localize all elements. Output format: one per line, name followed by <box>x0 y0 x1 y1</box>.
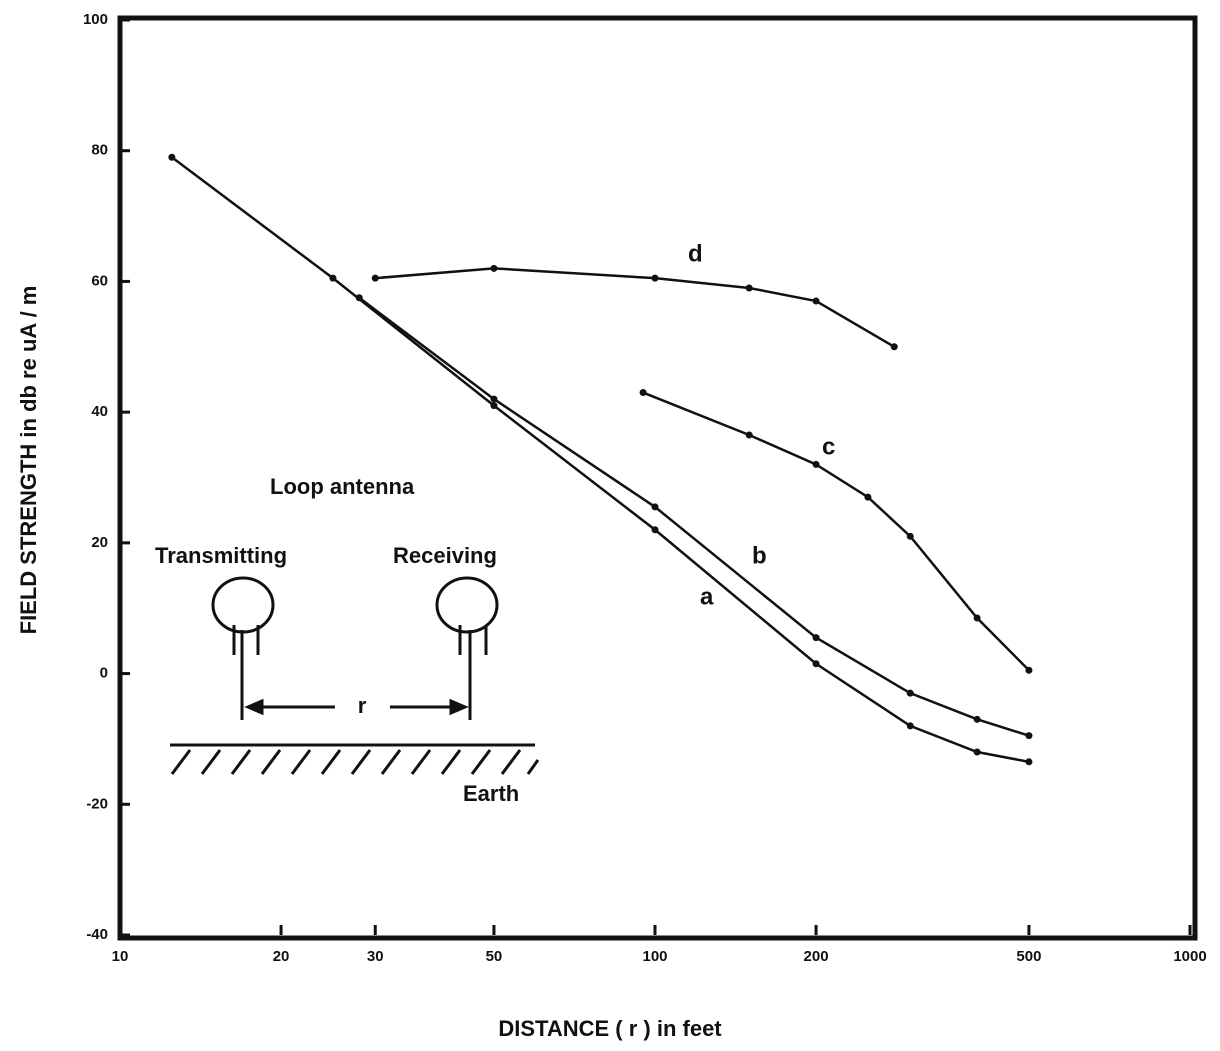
data-point <box>1025 666 1033 674</box>
series-line <box>375 267 895 348</box>
series-label: a <box>700 583 714 610</box>
x-tick-label: 10 <box>112 948 129 965</box>
y-tick-label: 60 <box>91 272 108 289</box>
data-point <box>651 503 659 511</box>
data-point <box>490 264 498 272</box>
x-tick-label: 200 <box>804 948 829 965</box>
y-tick-label: 40 <box>91 403 108 420</box>
data-point <box>490 395 498 403</box>
x-tick-label: 500 <box>1016 948 1041 965</box>
data-point <box>906 532 914 540</box>
inset-ground: Earth <box>463 781 519 806</box>
series-label: b <box>752 542 767 569</box>
series-line <box>358 296 1030 737</box>
data-point <box>812 660 820 668</box>
y-tick-label: -20 <box>86 795 108 812</box>
series-line <box>642 391 1030 672</box>
data-point <box>812 297 820 305</box>
data-point <box>864 493 872 501</box>
data-point <box>973 748 981 756</box>
inset-left: Transmitting <box>155 543 287 568</box>
data-point <box>168 153 176 161</box>
data-point <box>1025 732 1033 740</box>
data-point <box>812 460 820 468</box>
y-tick-label: 80 <box>91 142 108 159</box>
y-tick-label: 100 <box>83 11 108 28</box>
data-point <box>890 343 898 351</box>
data-point <box>1025 758 1033 766</box>
x-tick-label: 20 <box>273 948 290 965</box>
data-point <box>906 689 914 697</box>
data-point <box>745 431 753 439</box>
data-point <box>490 402 498 410</box>
data-point <box>651 274 659 282</box>
y-tick-label: 20 <box>91 534 108 551</box>
data-point <box>329 274 337 282</box>
data-point <box>973 715 981 723</box>
x-axis-label: DISTANCE ( r ) in feet <box>498 1016 722 1041</box>
inset-title: Loop antenna <box>270 474 415 499</box>
data-point <box>639 389 647 397</box>
x-tick-label: 30 <box>367 948 384 965</box>
x-tick-label: 50 <box>486 948 503 965</box>
series-label: c <box>822 433 835 460</box>
data-point <box>812 634 820 642</box>
series-label: d <box>688 240 703 267</box>
y-tick-label: -40 <box>86 926 108 943</box>
inset-diagram <box>170 576 540 775</box>
inset-right: Receiving <box>393 543 497 568</box>
series-line <box>171 156 1030 764</box>
data-point <box>745 284 753 292</box>
data-point <box>651 526 659 534</box>
data-point <box>371 274 379 282</box>
data-point <box>355 294 363 302</box>
inset-distance: r <box>358 693 367 718</box>
y-tick-label: 0 <box>100 665 108 682</box>
y-axis-label: FIELD STRENGTH in db re uA / m <box>16 286 41 635</box>
x-tick-label: 100 <box>642 948 667 965</box>
data-point <box>906 722 914 730</box>
data-point <box>973 614 981 622</box>
x-tick-label: 1000 <box>1173 948 1206 965</box>
plot-frame <box>117 15 1198 941</box>
